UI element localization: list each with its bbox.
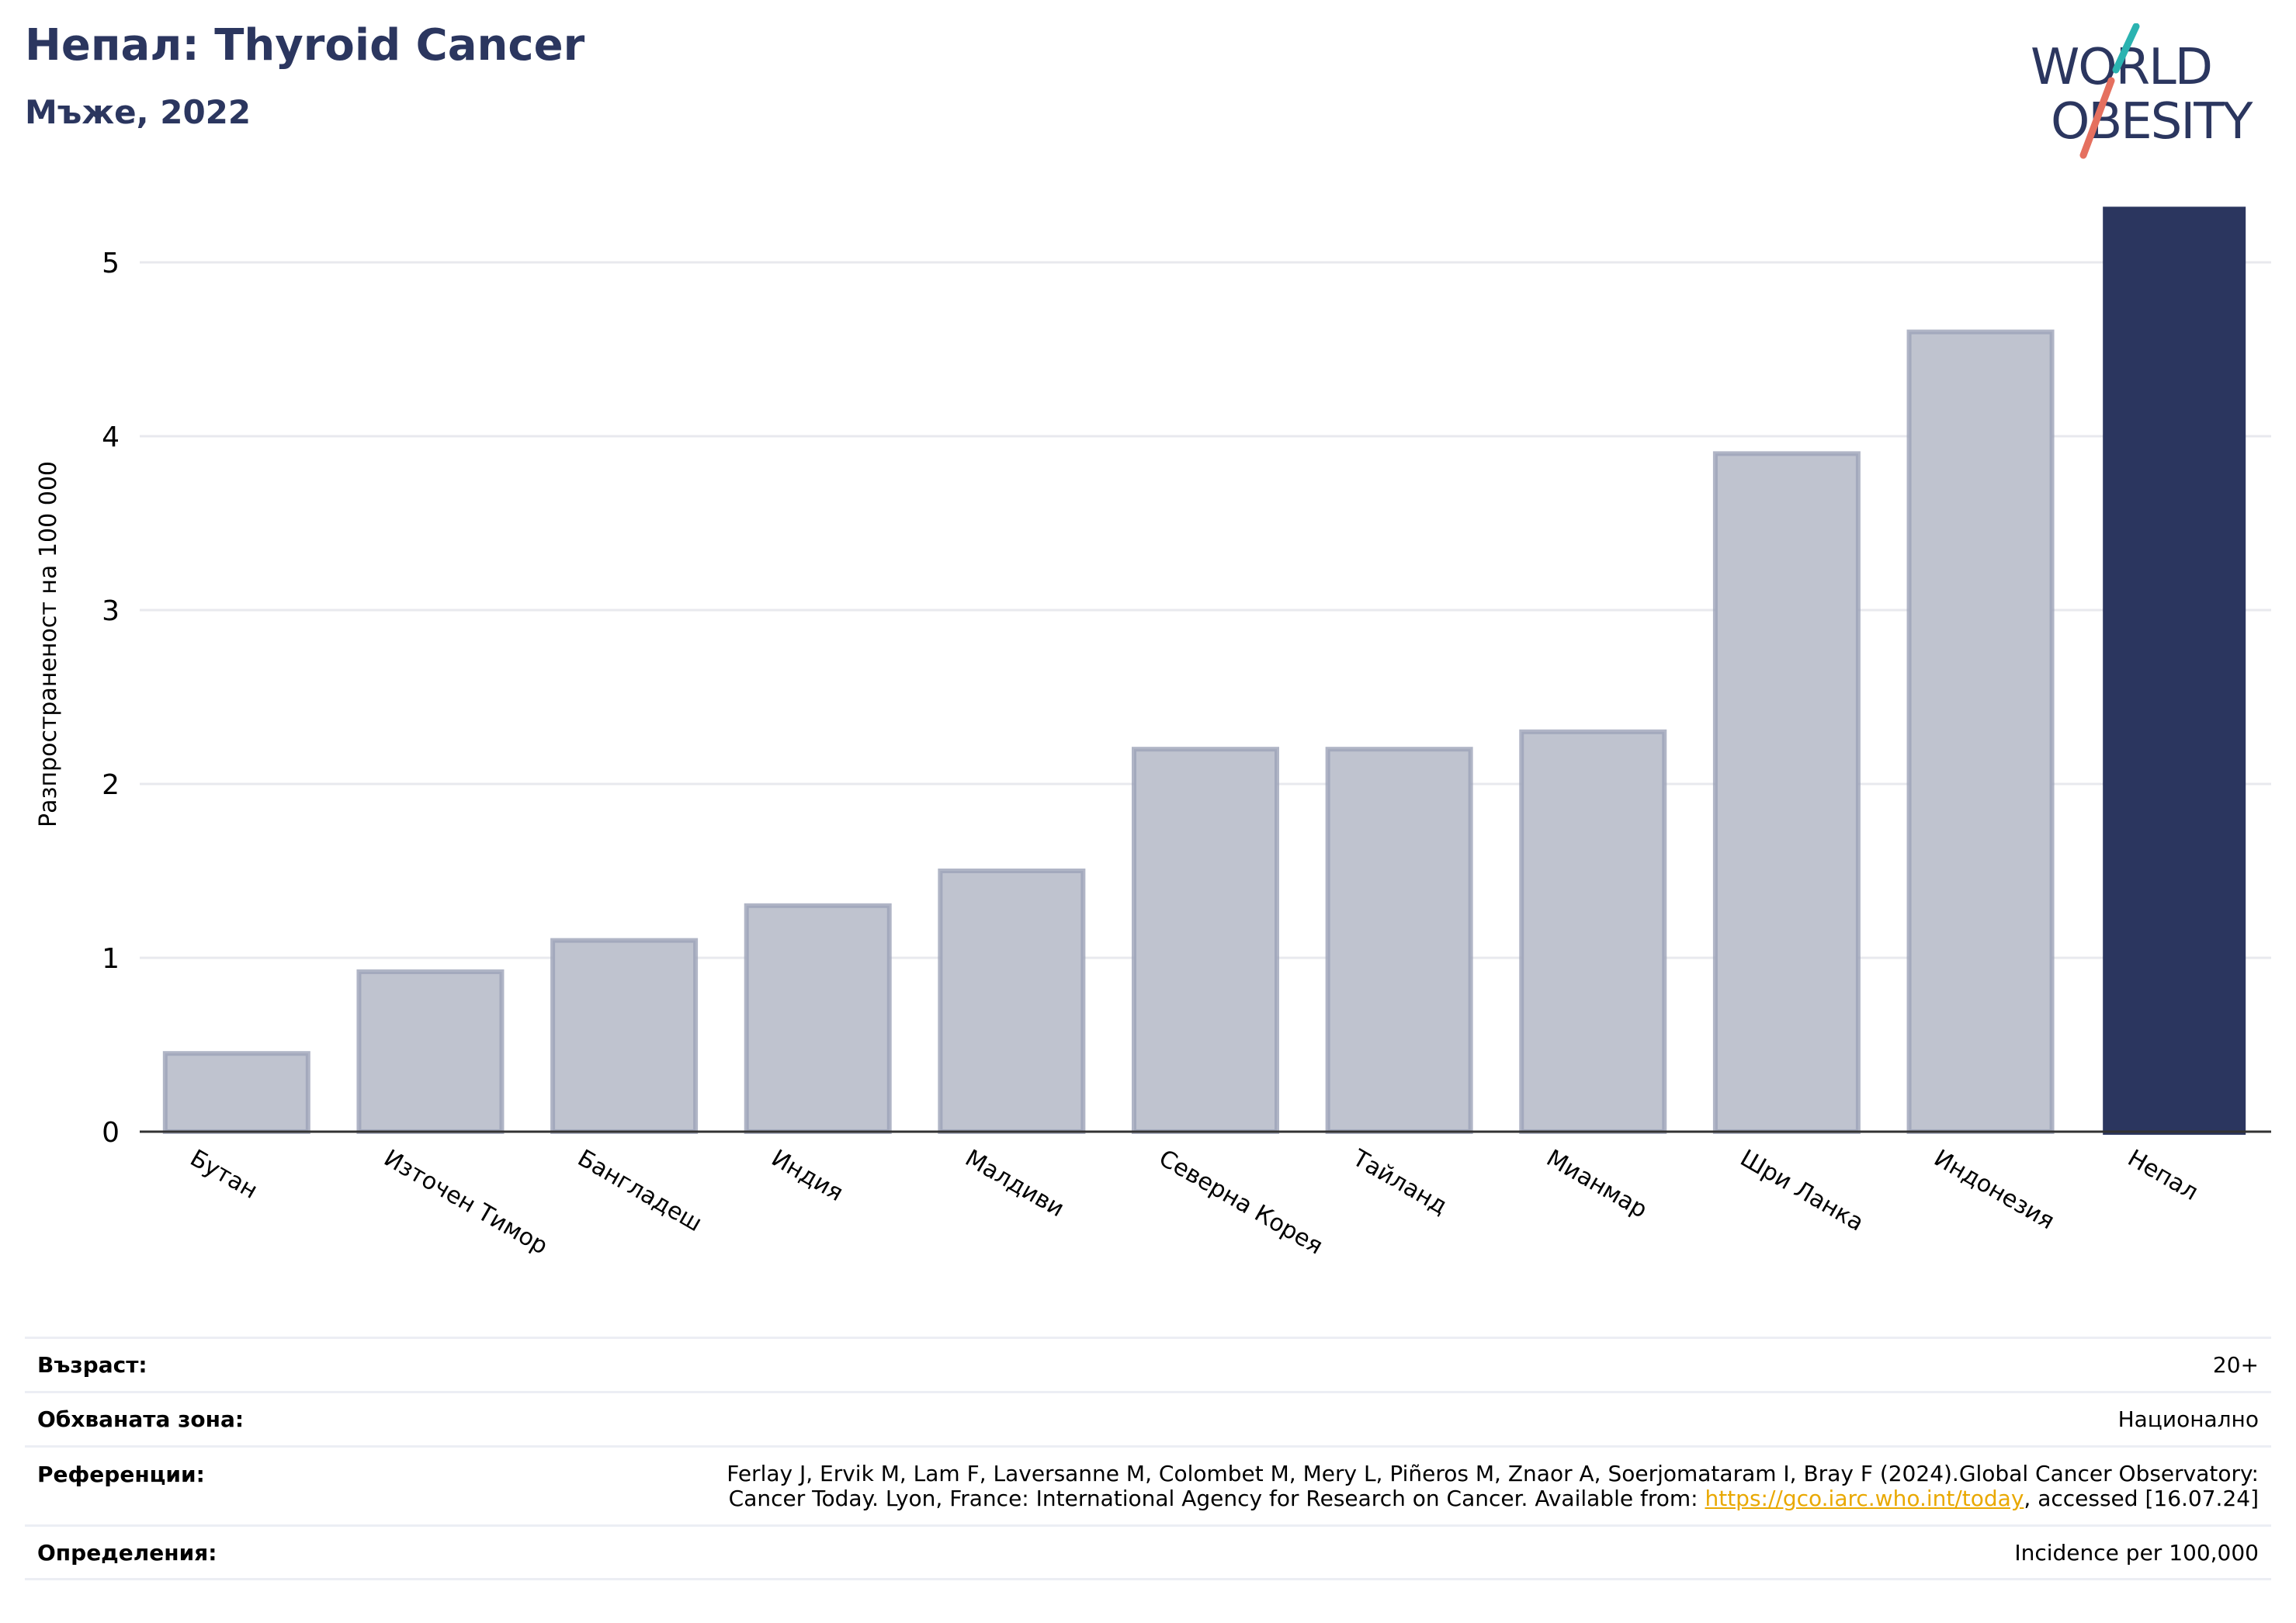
info-row-age: Възраст: 20+: [25, 1337, 2271, 1391]
x-tick-label: Северна Корея: [1154, 1145, 1327, 1261]
bar-0: [162, 1051, 310, 1134]
bar-7: [1519, 729, 1667, 1134]
references-line-1: Ferlay J, Ervik M, Lam F, Laversanne M, …: [727, 1461, 2259, 1486]
age-label: Възраст:: [37, 1352, 147, 1378]
page-title: Непал: Thyroid Cancer: [25, 20, 585, 71]
bar-5: [1132, 747, 1279, 1134]
references-line-2: Cancer Today. Lyon, France: Internationa…: [727, 1486, 2259, 1511]
world-obesity-logo: WORLD OBESITY: [2031, 23, 2255, 159]
bar-6: [1325, 747, 1473, 1134]
y-tick-label: 1: [102, 943, 120, 975]
y-tick-labels: 0 1 2 3 4 5: [102, 248, 120, 1149]
x-tick-label: Индонезия: [1930, 1145, 2059, 1236]
area-value: Национално: [2117, 1406, 2259, 1432]
references-line-2-end: , accessed [16.07.24]: [2024, 1486, 2259, 1511]
bar-4: [938, 869, 1086, 1134]
x-tick-labels: Бутан Източен Тимор Бангладеш Индия Малдиви С…: [186, 1144, 2203, 1261]
y-tick-label: 4: [102, 421, 120, 453]
x-tick-label: Шри Ланка: [1736, 1145, 1868, 1237]
references-link[interactable]: https://gco.iarc.who.int/today: [1705, 1486, 2024, 1511]
bar-8: [1712, 451, 1861, 1134]
references-line-2-text: Cancer Today. Lyon, France: Internationa…: [728, 1486, 1705, 1511]
logo-line-1: WORLD: [2031, 39, 2211, 96]
y-tick-label: 0: [102, 1117, 120, 1149]
bars: [162, 206, 2246, 1135]
logo-slash-coral: [2079, 77, 2115, 159]
x-tick-label: Тайланд: [1347, 1144, 1452, 1220]
x-tick-label: Непал: [2123, 1145, 2203, 1206]
info-row-references: Референции: Ferlay J, Ervik M, Lam F, La…: [25, 1445, 2271, 1524]
y-tick-label: 3: [102, 595, 120, 627]
x-tick-label: Бангладеш: [573, 1145, 706, 1238]
bar-2: [550, 938, 699, 1134]
logo-line-2: OBESITY: [2051, 93, 2253, 151]
x-tick-label: Източен Тимор: [379, 1145, 552, 1261]
y-axis-label: Разпространеност на 100 000: [35, 461, 62, 827]
x-tick-label: Индия: [767, 1145, 848, 1207]
y-tick-label: 5: [102, 248, 120, 279]
definitions-label: Определения:: [37, 1539, 217, 1566]
bar-10: [2103, 206, 2246, 1135]
logo-slash-teal: [2112, 23, 2140, 74]
references-value: Ferlay J, Ervik M, Lam F, Laversanne M, …: [727, 1462, 2259, 1511]
bar-3: [744, 903, 892, 1135]
info-row-area: Обхваната зона: Национално: [25, 1391, 2271, 1445]
x-tick-label: Бутан: [186, 1145, 262, 1205]
x-tick-label: Мианмар: [1542, 1145, 1652, 1224]
info-row-definitions: Определения: Incidence per 100,000: [25, 1524, 2271, 1580]
age-value: 20+: [2212, 1352, 2259, 1378]
x-tick-label: Малдиви: [960, 1145, 1068, 1223]
definitions-value: Incidence per 100,000: [2014, 1539, 2259, 1566]
info-table: Възраст: 20+ Обхваната зона: Национално …: [25, 1337, 2271, 1580]
y-tick-label: 2: [102, 769, 120, 801]
bar-9: [1906, 329, 2055, 1135]
bar-1: [356, 969, 505, 1135]
references-label: Референции:: [37, 1462, 205, 1487]
area-label: Обхваната зона:: [37, 1406, 245, 1432]
page-subtitle: Мъже, 2022: [25, 93, 251, 131]
bar-chart: 0 1 2 3 4 5 Бутан Източен Тимор Бангладеш Индия М…: [35, 206, 2271, 1261]
